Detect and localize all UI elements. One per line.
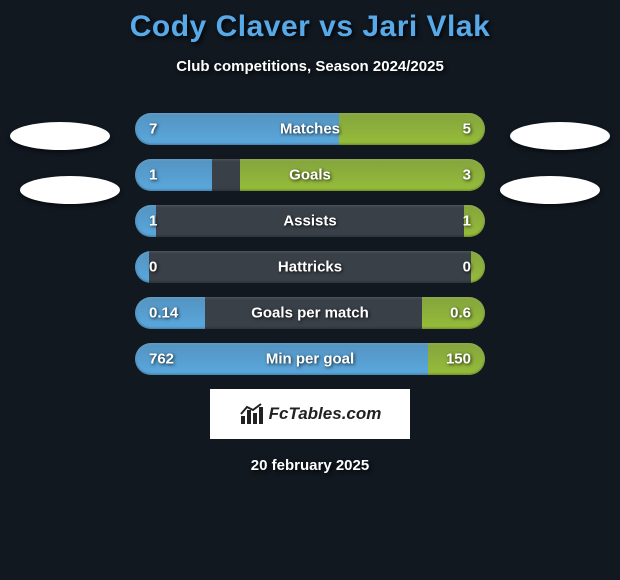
stat-label: Assists [283, 213, 336, 230]
stat-label: Hattricks [278, 259, 342, 276]
stat-value-left: 7 [149, 121, 157, 138]
stat-value-right: 5 [463, 121, 471, 138]
stat-value-left: 1 [149, 213, 157, 230]
stat-value-right: 150 [446, 351, 471, 368]
stat-label: Goals per match [251, 305, 369, 322]
bar-left [135, 251, 149, 283]
stat-value-left: 762 [149, 351, 174, 368]
stat-row-min-per-goal: 762 Min per goal 150 [135, 343, 485, 375]
stat-label: Matches [280, 121, 340, 138]
player-badge-left-1 [10, 122, 110, 150]
stat-value-left: 0.14 [149, 305, 178, 322]
page-date: 20 february 2025 [0, 457, 620, 474]
stat-value-left: 0 [149, 259, 157, 276]
stat-row-matches: 7 Matches 5 [135, 113, 485, 145]
bar-right [471, 251, 485, 283]
stat-value-right: 1 [463, 213, 471, 230]
page-subtitle: Club competitions, Season 2024/2025 [0, 58, 620, 75]
stat-value-right: 0 [463, 259, 471, 276]
stat-row-hattricks: 0 Hattricks 0 [135, 251, 485, 283]
page-title: Cody Claver vs Jari Vlak [0, 0, 620, 44]
stat-value-right: 0.6 [450, 305, 471, 322]
player-badge-right-1 [510, 122, 610, 150]
stats-container: 7 Matches 5 1 Goals 3 1 Assists 1 0 Hatt… [135, 113, 485, 375]
stat-value-left: 1 [149, 167, 157, 184]
stat-value-right: 3 [463, 167, 471, 184]
stat-label: Min per goal [266, 351, 354, 368]
chart-bars-icon [239, 402, 263, 426]
stat-row-goals-per-match: 0.14 Goals per match 0.6 [135, 297, 485, 329]
stat-row-assists: 1 Assists 1 [135, 205, 485, 237]
stat-label: Goals [289, 167, 331, 184]
branding-text: FcTables.com [269, 404, 382, 424]
bar-left [135, 159, 212, 191]
player-badge-right-2 [500, 176, 600, 204]
player-badge-left-2 [20, 176, 120, 204]
bar-right [240, 159, 485, 191]
stat-row-goals: 1 Goals 3 [135, 159, 485, 191]
branding-box: FcTables.com [210, 389, 410, 439]
